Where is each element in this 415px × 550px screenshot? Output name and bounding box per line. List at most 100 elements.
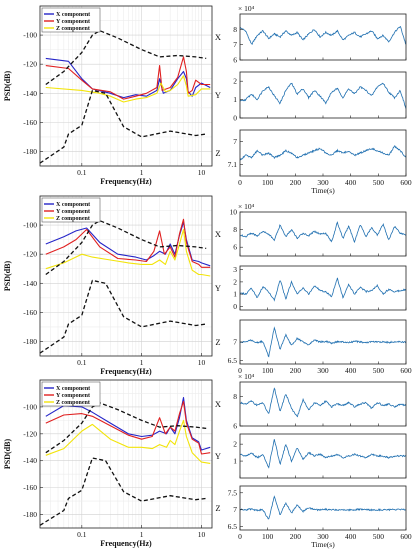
legend-label: Y component	[56, 19, 90, 25]
x-tick-label: 500	[373, 366, 385, 375]
x-tick-label: 1	[140, 358, 144, 367]
legend-label: X component	[56, 12, 90, 18]
x-tick-label: 200	[290, 532, 302, 541]
noise-model-line	[45, 402, 207, 454]
timeseries-line	[240, 439, 406, 469]
y-tick-label: 8	[233, 225, 237, 234]
y-tick-label: 0	[233, 114, 237, 123]
x-tick-label: 400	[345, 366, 357, 375]
y-tick-label: 6.5	[228, 356, 238, 365]
legend-box	[41, 197, 101, 223]
noise-model-line	[39, 89, 207, 164]
y-tick-label: 6	[233, 422, 237, 431]
timeseries-panel-2: 0 1 2 Y	[215, 71, 407, 123]
x-tick-label: 0	[238, 366, 242, 375]
series-line-z	[45, 75, 211, 103]
psd-panel-1: -180 -160 -140 -120 -100 0.1 1 10 Frequency(Hz) P…	[3, 5, 213, 186]
component-label: X	[215, 32, 221, 42]
timeseries-panel-4: 6 8 10× 10⁴ X	[215, 202, 407, 257]
x-tick-label: 0	[238, 178, 242, 187]
x-tick-label: 0.1	[77, 358, 87, 367]
y-tick-label: -180	[23, 510, 37, 519]
y-axis-label: PSD(dB)	[3, 261, 12, 292]
component-label: Y	[215, 283, 221, 293]
x-tick-label: 300	[317, 178, 329, 187]
y-tick-label: 10	[230, 208, 238, 217]
series-line-y	[45, 400, 211, 455]
plot-frame	[39, 379, 213, 529]
x-tick-label: 10	[198, 358, 206, 367]
series-line-y	[45, 218, 211, 268]
y-tick-label: -160	[23, 118, 37, 127]
timeseries-panel-8: 1 2 Y	[215, 433, 407, 479]
noise-model-line	[39, 279, 207, 354]
plot-frame	[39, 5, 213, 167]
timeseries-panel-1: 6 7 8 × 10⁴ X	[215, 4, 407, 65]
y-tick-label: -100	[23, 402, 37, 411]
x-axis-label: Time(s)	[311, 186, 335, 195]
x-tick-label: 600	[400, 532, 412, 541]
y-tick-label: 6	[233, 56, 237, 65]
psd-panel-2: -180 -160 -140 -120 -100 0.1 1 10 Frequency(Hz) P…	[3, 195, 213, 376]
timeseries-line	[240, 145, 406, 161]
x-tick-label: 400	[345, 532, 357, 541]
legend-label: Y component	[56, 393, 90, 399]
y-tick-label: -120	[23, 429, 37, 438]
timeseries-line	[240, 495, 406, 520]
y-tick-label: -100	[23, 31, 37, 40]
component-label: Z	[215, 503, 220, 513]
y-tick-label: 7	[233, 338, 237, 347]
plot-frame	[239, 71, 407, 119]
y-tick-label: -160	[23, 483, 37, 492]
component-label: Y	[215, 451, 221, 461]
legend-label: Z component	[56, 216, 90, 222]
y-tick-label: -180	[23, 337, 37, 346]
exponent-label: × 10⁴	[238, 202, 255, 211]
y-tick-label: 6.5	[228, 522, 238, 531]
y-axis-label: PSD(dB)	[3, 439, 12, 470]
x-tick-label: 200	[290, 366, 302, 375]
x-tick-label: 100	[262, 532, 274, 541]
noise-model-line	[45, 30, 207, 86]
timeseries-line	[240, 221, 406, 244]
y-tick-label: 2	[233, 277, 237, 286]
y-tick-label: -160	[23, 308, 37, 317]
x-tick-label: 500	[373, 532, 385, 541]
y-tick-label: -120	[23, 250, 37, 259]
y-tick-label: 3	[233, 265, 237, 274]
x-tick-label: 600	[400, 178, 412, 187]
y-tick-label: 7	[233, 40, 237, 49]
x-tick-label: 1	[140, 168, 144, 177]
x-tick-label: 10	[198, 530, 206, 539]
series-line-z	[45, 419, 211, 464]
timeseries-panel-5: 0 1 2 3 Y	[215, 265, 407, 311]
y-tick-label: 1	[233, 95, 237, 104]
y-tick-label: 2	[233, 440, 237, 449]
plot-frame	[39, 195, 213, 357]
component-label: Z	[215, 148, 220, 158]
x-tick-label: 400	[345, 178, 357, 187]
y-tick-label: 7.1	[228, 160, 238, 169]
series-line-z	[45, 228, 211, 277]
x-tick-label: 0.1	[77, 168, 87, 177]
y-tick-label: 2	[233, 77, 237, 86]
x-tick-label: 10	[198, 168, 206, 177]
y-tick-label: -140	[23, 89, 37, 98]
x-axis-label: Frequency(Hz)	[100, 367, 152, 376]
series-line-y	[45, 56, 211, 100]
y-tick-label: -100	[23, 221, 37, 230]
component-label: X	[215, 399, 221, 409]
y-axis-label: PSD(dB)	[3, 71, 12, 102]
timeseries-panel-9: 6.5 7 7.5 0 100 200 300 400 500 600 Time(s) Z	[215, 485, 412, 549]
y-tick-label: 7	[233, 505, 237, 514]
y-tick-label: 6	[233, 243, 237, 252]
component-label: Y	[215, 90, 221, 100]
x-tick-label: 600	[400, 366, 412, 375]
timeseries-panel-6: 6.5 7 0 100 200 300 400 500 600 Z	[215, 319, 412, 375]
noise-model-line	[39, 457, 207, 526]
y-tick-label: 7	[233, 137, 237, 146]
x-tick-label: 100	[262, 178, 274, 187]
